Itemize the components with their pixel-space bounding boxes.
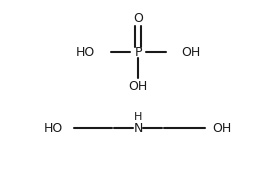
Text: OH: OH [128, 80, 148, 93]
Text: P: P [134, 46, 142, 59]
Text: OH: OH [212, 122, 231, 134]
Text: H: H [134, 112, 142, 122]
Text: O: O [133, 12, 143, 25]
Text: OH: OH [181, 46, 200, 59]
Text: HO: HO [76, 46, 95, 59]
Text: HO: HO [44, 122, 63, 134]
Text: N: N [133, 122, 143, 134]
